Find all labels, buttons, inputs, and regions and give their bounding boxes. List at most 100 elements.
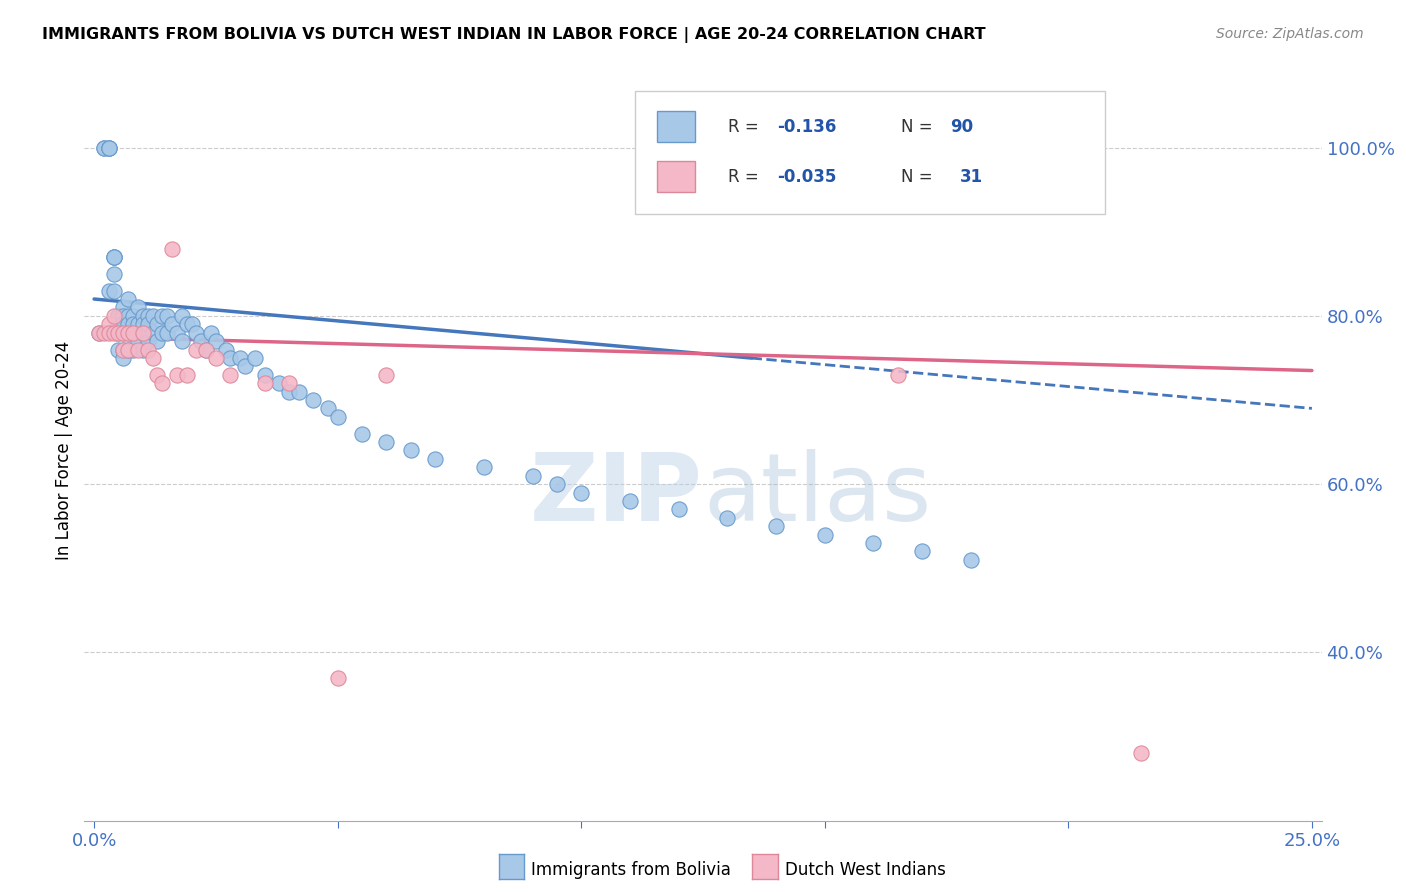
Text: Immigrants from Bolivia: Immigrants from Bolivia: [531, 861, 731, 879]
Point: [97, 140, 120, 154]
Point: [107, 309, 129, 323]
Point: [176, 318, 198, 332]
Point: [375, 435, 398, 450]
Text: Source: ZipAtlas.com: Source: ZipAtlas.com: [1216, 27, 1364, 41]
Text: atlas: atlas: [703, 449, 931, 541]
Point: [107, 326, 129, 340]
Point: [132, 309, 155, 323]
Point: [122, 309, 145, 323]
Point: [186, 343, 208, 357]
Point: [103, 284, 125, 298]
Point: [132, 326, 155, 340]
Point: [522, 468, 544, 483]
Point: [219, 368, 242, 382]
Point: [170, 334, 193, 348]
Point: [136, 318, 159, 332]
Point: [87, 326, 110, 340]
Point: [132, 343, 155, 357]
Point: [142, 351, 165, 365]
Point: [117, 343, 139, 357]
Point: [93, 326, 115, 340]
Point: [716, 510, 738, 524]
Point: [122, 343, 145, 357]
Point: [180, 318, 202, 332]
Point: [107, 343, 129, 357]
Point: [190, 334, 212, 348]
Point: [195, 343, 218, 357]
Point: [112, 301, 135, 315]
Point: [472, 460, 495, 475]
Text: 90: 90: [950, 118, 973, 136]
Point: [103, 309, 125, 323]
Point: [316, 401, 339, 416]
Point: [93, 140, 115, 154]
Point: [302, 392, 325, 407]
Point: [112, 318, 135, 332]
Point: [200, 326, 222, 340]
Point: [546, 477, 568, 491]
Point: [87, 326, 110, 340]
Point: [132, 318, 155, 332]
Point: [117, 326, 139, 340]
Text: Dutch West Indians: Dutch West Indians: [785, 861, 945, 879]
Point: [97, 284, 120, 298]
Point: [136, 334, 159, 348]
Point: [569, 485, 592, 500]
Point: [219, 351, 242, 365]
Point: [960, 553, 983, 567]
Point: [112, 326, 135, 340]
Point: [176, 368, 198, 382]
Point: [156, 309, 179, 323]
Point: [112, 326, 135, 340]
Point: [103, 250, 125, 264]
Point: [205, 334, 228, 348]
Point: [862, 536, 884, 550]
Point: [195, 343, 218, 357]
Point: [97, 140, 120, 154]
Point: [166, 326, 188, 340]
Point: [229, 351, 252, 365]
Point: [186, 326, 208, 340]
Point: [146, 334, 169, 348]
Point: [122, 318, 145, 332]
Point: [233, 359, 256, 374]
Point: [112, 343, 135, 357]
Point: [117, 309, 139, 323]
Point: [278, 384, 301, 399]
Point: [117, 326, 139, 340]
Point: [166, 368, 188, 382]
Point: [253, 376, 276, 391]
Text: 31: 31: [960, 168, 983, 186]
Point: [375, 368, 398, 382]
Point: [668, 502, 690, 516]
Point: [160, 242, 183, 256]
Point: [103, 326, 125, 340]
Point: [170, 309, 193, 323]
Point: [117, 318, 139, 332]
Point: [287, 384, 309, 399]
Point: [156, 326, 179, 340]
FancyBboxPatch shape: [657, 112, 695, 143]
Point: [107, 318, 129, 332]
Point: [278, 376, 301, 391]
Point: [97, 326, 120, 340]
Point: [107, 309, 129, 323]
Text: IMMIGRANTS FROM BOLIVIA VS DUTCH WEST INDIAN IN LABOR FORCE | AGE 20-24 CORRELAT: IMMIGRANTS FROM BOLIVIA VS DUTCH WEST IN…: [42, 27, 986, 43]
Point: [765, 519, 787, 533]
Point: [1130, 747, 1153, 761]
Point: [619, 494, 641, 508]
Point: [253, 368, 276, 382]
Point: [127, 343, 149, 357]
Point: [127, 318, 149, 332]
Text: ZIP: ZIP: [530, 449, 703, 541]
Point: [814, 527, 837, 541]
Text: N =: N =: [901, 168, 943, 186]
Point: [887, 368, 910, 382]
Point: [423, 451, 446, 466]
FancyBboxPatch shape: [636, 91, 1105, 213]
Point: [97, 318, 120, 332]
Text: -0.136: -0.136: [778, 118, 837, 136]
Text: R =: R =: [728, 118, 763, 136]
Point: [326, 409, 349, 424]
Point: [146, 318, 169, 332]
